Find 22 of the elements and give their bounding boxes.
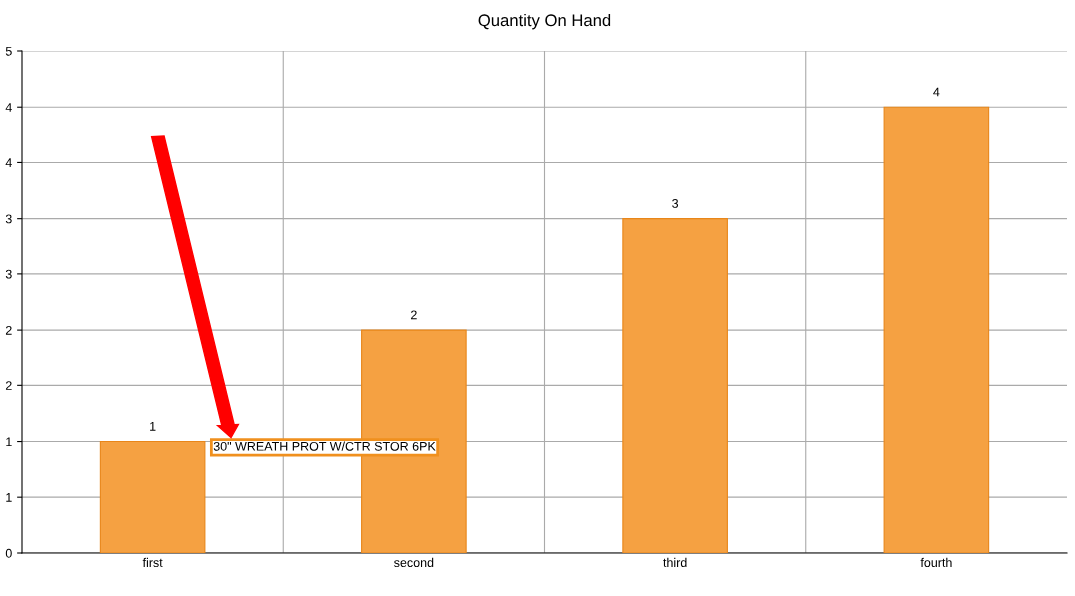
y-tick-label: 3	[5, 214, 12, 224]
y-tick-label: 0	[5, 548, 12, 558]
y-tick-label: 5	[5, 46, 12, 56]
y-tick-label: 4	[5, 103, 12, 112]
x-tick-label: second	[394, 557, 434, 568]
y-tick-label: 3	[5, 269, 12, 279]
chart-title: Quantity On Hand	[478, 13, 611, 30]
y-tick-label: 2	[5, 325, 12, 335]
x-tick-label: third	[663, 557, 687, 568]
x-tick-label: fourth	[920, 557, 952, 568]
y-tick-label: 2	[5, 381, 12, 390]
bar	[622, 218, 728, 553]
y-tick-label: 4	[5, 158, 12, 167]
annotation: 30" WREATH PROT W/CTR STOR 6PK	[213, 441, 436, 451]
data-label: 1	[150, 422, 156, 431]
data-label: 4	[933, 87, 940, 97]
bar	[883, 106, 990, 553]
data-label: 2	[411, 310, 417, 320]
x-tick-label: first	[142, 557, 163, 568]
y-tick-label: 1	[6, 493, 12, 502]
data-label: 3	[672, 199, 679, 208]
y-tick-label: 1	[6, 437, 12, 447]
